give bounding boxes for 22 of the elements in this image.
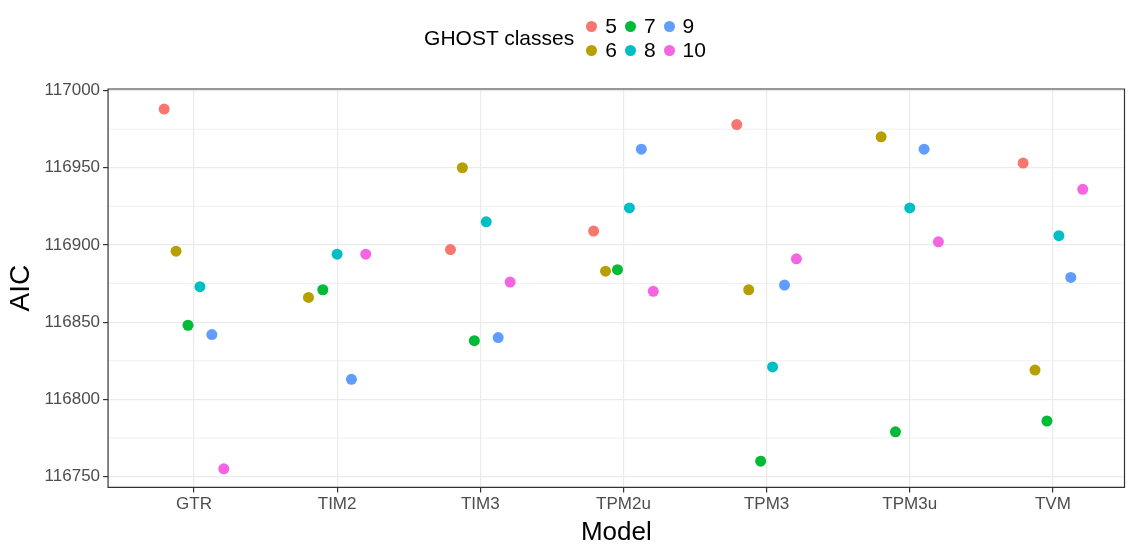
y-tick-label: 116850 [44, 311, 101, 331]
y-tick-label: 116900 [44, 234, 101, 254]
x-tick-label: TIM2 [317, 494, 357, 514]
x-axis-title: Model [580, 515, 652, 546]
y-tick-label: 117000 [44, 80, 101, 100]
y-tick-label: 116750 [44, 466, 101, 486]
x-tick-label: TPM3u [882, 494, 938, 514]
x-tick-label: TPM3 [743, 494, 790, 514]
legend-label: 7 [643, 14, 656, 38]
legend-label: 9 [682, 14, 695, 38]
x-tick-label: TPM2u [596, 494, 651, 514]
y-tick-label: 116800 [44, 389, 101, 409]
legend-label: 8 [643, 38, 656, 62]
legend-title: GHOST classes [424, 26, 575, 50]
x-tick-label: GTR [176, 494, 212, 514]
legend-label: 6 [605, 38, 617, 62]
x-tick-label: TIM3 [460, 494, 500, 514]
legend-label: 5 [605, 14, 617, 38]
x-tick-label: TVM [1034, 494, 1071, 514]
y-tick-label: 116950 [44, 157, 101, 177]
y-axis-title: AIC [3, 264, 35, 312]
legend-label: 10 [682, 38, 706, 62]
